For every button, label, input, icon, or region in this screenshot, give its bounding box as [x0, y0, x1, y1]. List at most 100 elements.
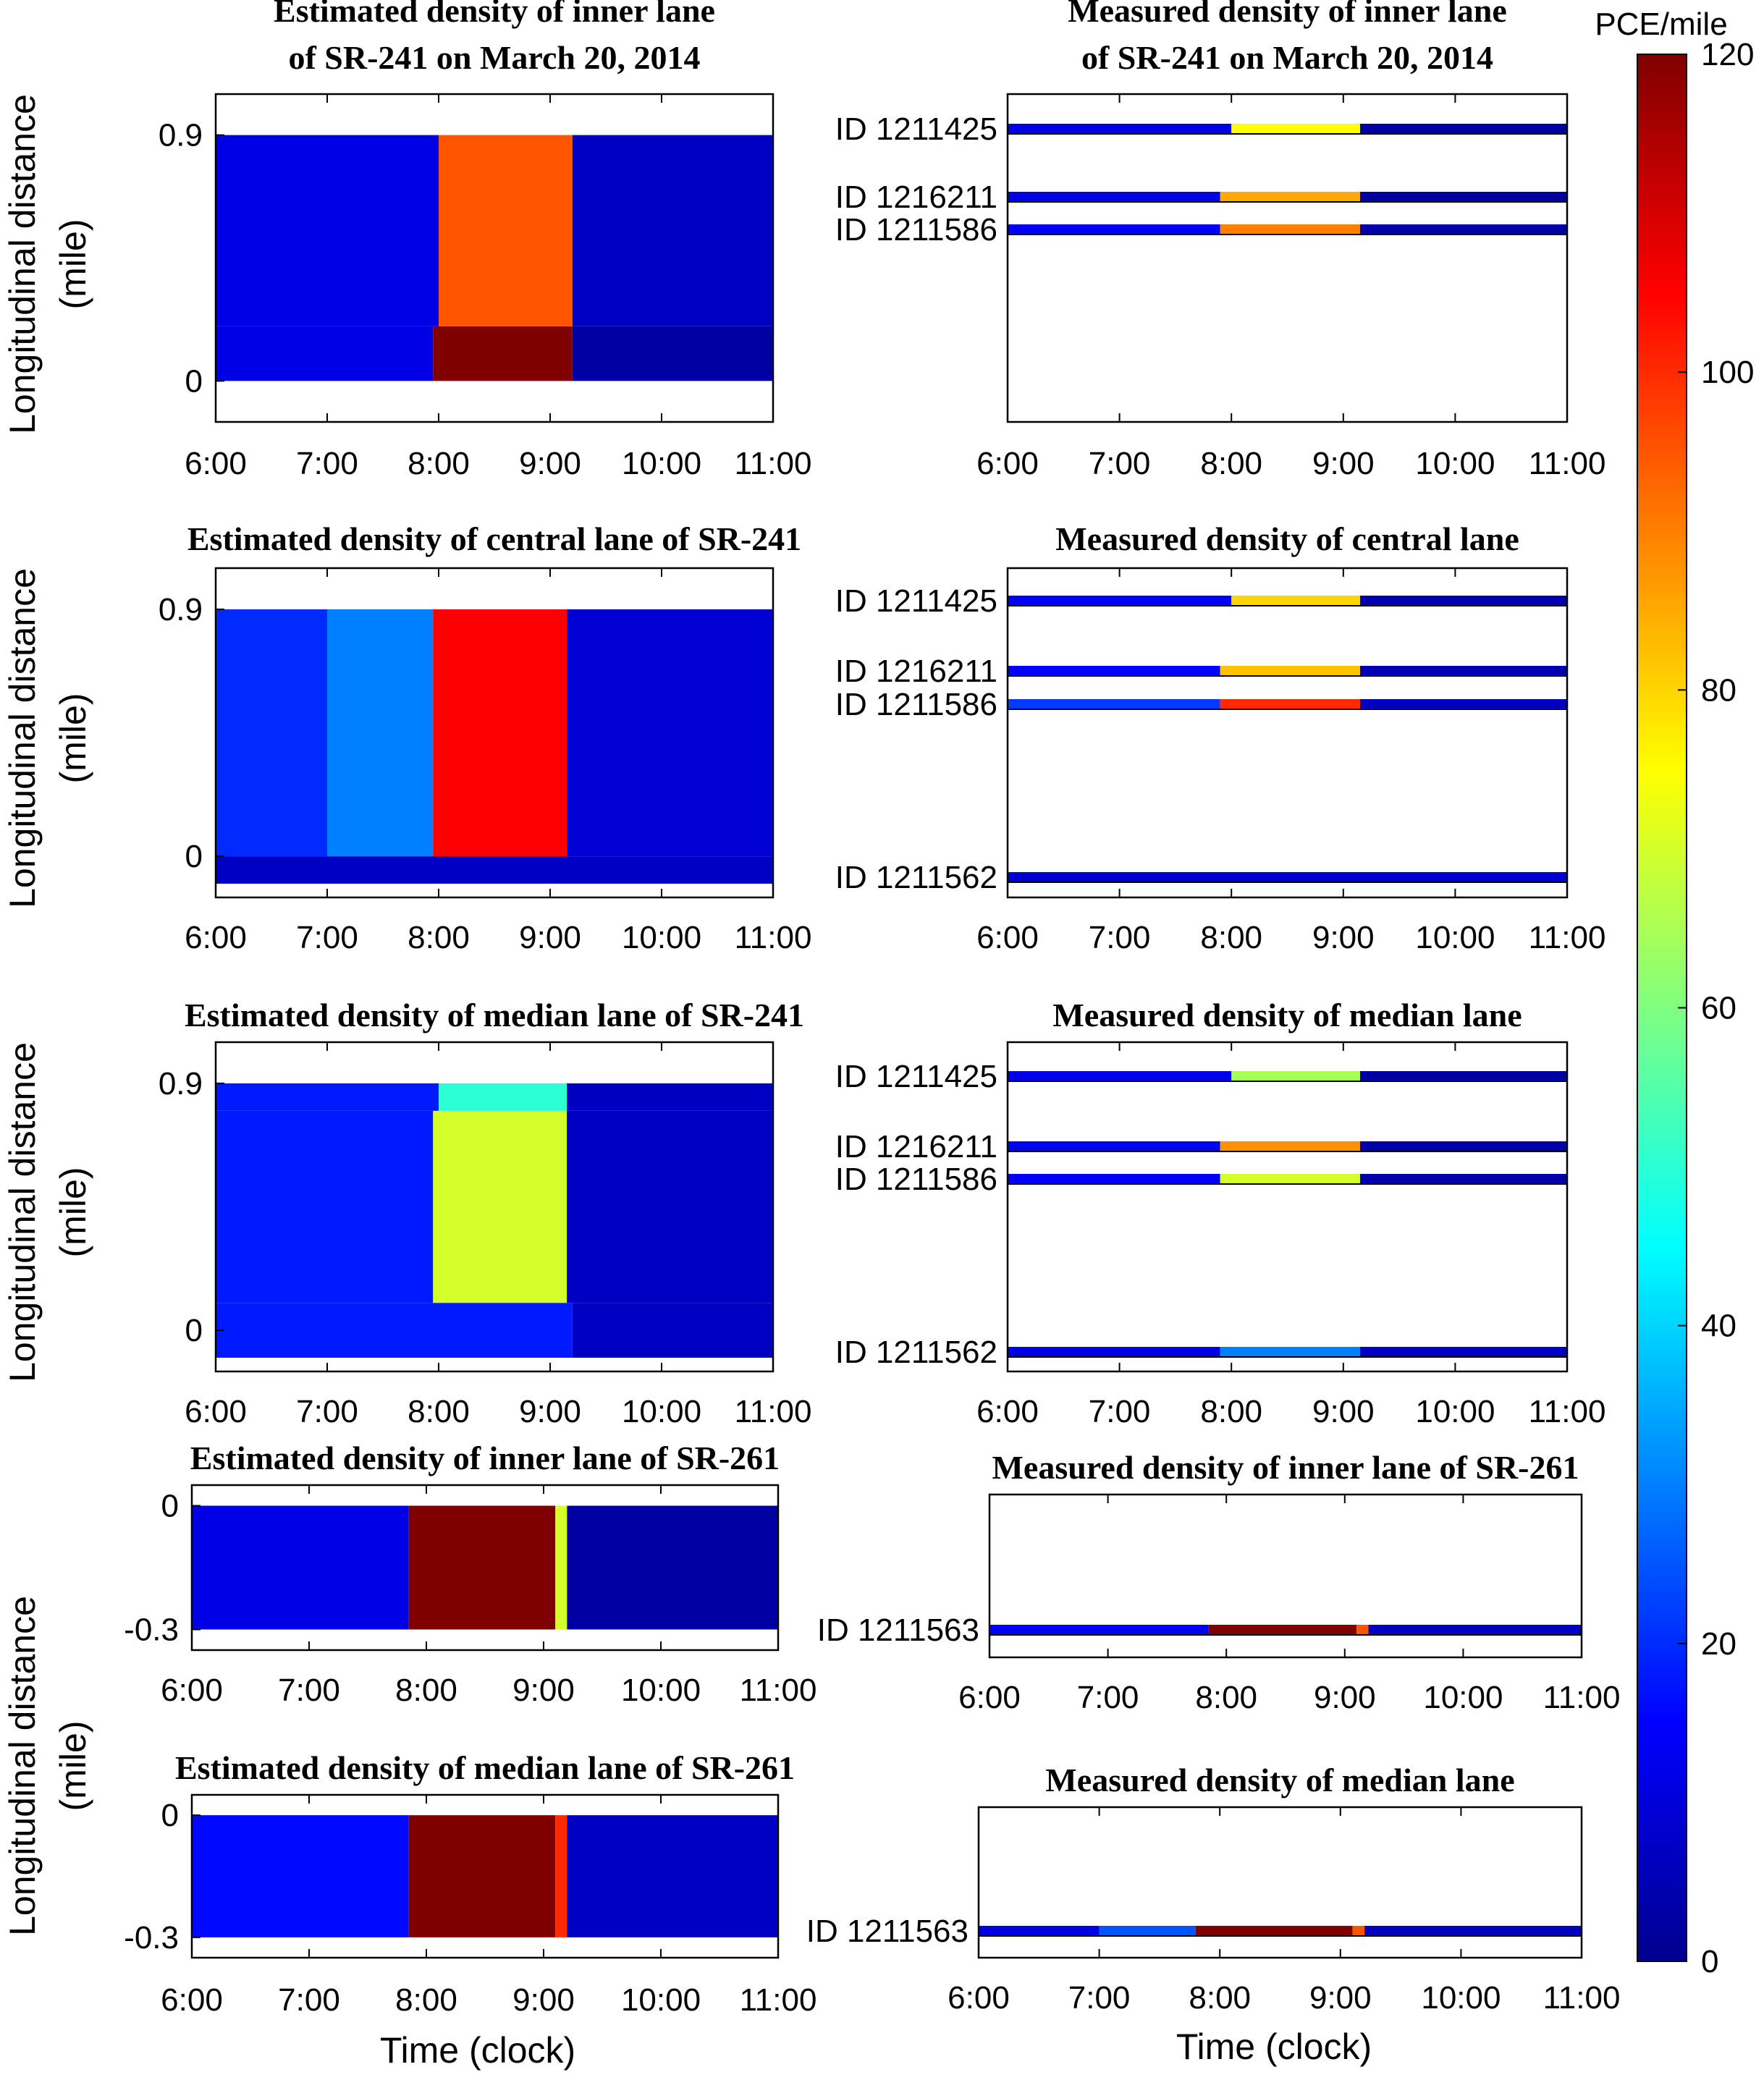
sensor-cell — [1359, 124, 1567, 134]
y-tick-label: 0 — [161, 1489, 179, 1524]
heat-cell — [433, 609, 567, 857]
sensor-cell — [1231, 124, 1360, 134]
axes-frame — [1006, 1041, 1569, 1373]
heat-cell — [555, 1505, 567, 1630]
y-axis-label-upper: Longitudinal distance — [2, 94, 43, 434]
colorbar-tick-label: 60 — [1701, 991, 1736, 1026]
sensor-cell — [1208, 1625, 1357, 1635]
sensor-cell — [1220, 192, 1360, 202]
x-tick-label: 11:00 — [1529, 446, 1606, 481]
panel-title: Estimated density of median lane of SR-2… — [175, 1749, 795, 1786]
sensor-cell — [1220, 224, 1360, 234]
x-tick-label: 9:00 — [512, 1673, 575, 1708]
x-tick-label: 6:00 — [976, 920, 1039, 955]
panel-title: Measured density of inner lane of SR-261 — [992, 1449, 1579, 1486]
sensor-cell — [1364, 1926, 1582, 1936]
x-tick-label: 8:00 — [408, 920, 470, 955]
heat-cell — [439, 135, 573, 326]
x-tick-label: 8:00 — [395, 1982, 457, 2018]
sensor-cell — [1008, 666, 1220, 676]
y-tick-label: 0.9 — [159, 1066, 203, 1102]
plot-area — [1008, 1042, 1567, 1371]
x-tick-label: 9:00 — [1312, 920, 1375, 955]
y-axis-label-central: Longitudinal distance — [2, 568, 43, 908]
panel-title: Estimated density of median lane of SR-2… — [185, 997, 804, 1033]
sensor-label: ID 1211562 — [835, 1335, 997, 1370]
heat-cell — [216, 1110, 434, 1303]
heat-cell — [572, 1303, 773, 1358]
sensor-cell — [989, 1625, 1209, 1635]
sensor-label: ID 1211425 — [835, 111, 997, 147]
sensor-cell — [1220, 1174, 1360, 1184]
sensor-cell — [1008, 699, 1220, 709]
heat-cell — [433, 1110, 567, 1303]
colorbar-tick-label: 0 — [1701, 1944, 1718, 1979]
x-tick-label: 8:00 — [395, 1673, 457, 1708]
x-tick-label: 9:00 — [519, 446, 581, 481]
axes-frame — [1006, 93, 1569, 423]
panel-title: Measured density of median lane — [1045, 1762, 1514, 1798]
axes-frame — [988, 1493, 1583, 1659]
sensor-label: ID 1216211 — [835, 654, 997, 689]
y-tick-label: 0.9 — [159, 118, 203, 153]
x-axis-label-left: Time (clock) — [380, 2030, 575, 2071]
x-tick-label: 7:00 — [296, 446, 358, 481]
x-tick-label: 8:00 — [408, 446, 470, 481]
sensor-cell — [1356, 1625, 1369, 1635]
x-tick-label: 11:00 — [1543, 1680, 1621, 1715]
x-tick-label: 10:00 — [1415, 1394, 1495, 1429]
sensor-cell — [1008, 596, 1232, 606]
sensor-label: ID 1211425 — [835, 1059, 997, 1094]
x-tick-label: 10:00 — [621, 1982, 701, 2018]
panel-title: Estimated density of inner lane of SR-26… — [190, 1439, 780, 1476]
sensor-label: ID 1211586 — [835, 687, 997, 722]
x-tick-label: 7:00 — [296, 920, 358, 955]
sensor-cell — [1359, 666, 1567, 676]
x-tick-label: 9:00 — [1312, 446, 1375, 481]
y-tick-label: 0 — [185, 839, 203, 874]
x-tick-label: 8:00 — [1200, 446, 1262, 481]
y-tick-label: 0 — [185, 363, 203, 399]
y-axis-unit-sr261: (mile) — [53, 1721, 93, 1811]
x-tick-label: 8:00 — [1195, 1680, 1257, 1715]
axes-frame — [1006, 567, 1569, 899]
sensor-cell — [1368, 1625, 1582, 1635]
panel-title: Estimated density of central lane of SR-… — [187, 520, 801, 557]
panel-title: of SR-241 on March 20, 2014 — [288, 39, 700, 76]
heat-cell — [572, 326, 773, 381]
sensor-cell — [1220, 1347, 1360, 1357]
x-tick-label: 7:00 — [1068, 1980, 1131, 2016]
x-tick-label: 10:00 — [622, 446, 701, 481]
x-tick-label: 9:00 — [512, 1982, 575, 2018]
panel-meas_median_261: ID 1211563 6:00 7:00 8:00 9:00 10:00 11:00 Meas… — [806, 1762, 1621, 2016]
sensor-cell — [1359, 1174, 1567, 1184]
x-tick-label: 11:00 — [740, 1982, 817, 2018]
sensor-cell — [1359, 224, 1567, 234]
heat-cell — [555, 1815, 567, 1937]
colorbar-tick-label: 100 — [1701, 355, 1754, 390]
sensor-cell — [1220, 666, 1360, 676]
x-tick-label: 9:00 — [519, 920, 581, 955]
sensor-cell — [1008, 872, 1567, 882]
panel-title: Measured density of central lane — [1055, 520, 1519, 557]
sensor-cell — [979, 1926, 1100, 1936]
x-tick-label: 8:00 — [408, 1394, 470, 1429]
x-tick-label: 10:00 — [1423, 1680, 1503, 1715]
x-tick-label: 6:00 — [958, 1680, 1021, 1715]
y-tick-label: -0.3 — [124, 1920, 179, 1956]
heat-cell — [408, 1505, 556, 1630]
plot-area — [1008, 94, 1567, 422]
y-tick-label: 0 — [161, 1798, 179, 1833]
y-axis-unit-central: (mile) — [53, 693, 93, 784]
y-axis-unit-upper: (mile) — [53, 219, 93, 310]
sensor-label: ID 1211563 — [817, 1612, 979, 1648]
x-tick-label: 10:00 — [1415, 920, 1495, 955]
x-tick-label: 6:00 — [948, 1980, 1010, 2016]
colorbar-label: PCE/mile — [1595, 7, 1727, 42]
heat-cell — [192, 1505, 409, 1630]
sensor-cell — [1008, 124, 1232, 134]
sensor-label: ID 1211586 — [835, 212, 997, 248]
x-tick-label: 7:00 — [1089, 446, 1151, 481]
x-tick-label: 11:00 — [735, 1394, 812, 1429]
heat-cell — [216, 1083, 439, 1111]
